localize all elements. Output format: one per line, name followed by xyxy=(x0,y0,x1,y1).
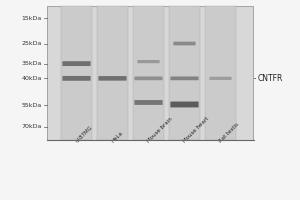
FancyBboxPatch shape xyxy=(62,76,91,81)
FancyBboxPatch shape xyxy=(170,76,199,80)
FancyBboxPatch shape xyxy=(209,77,232,80)
FancyBboxPatch shape xyxy=(170,102,199,107)
Text: 15kDa: 15kDa xyxy=(22,16,42,21)
Bar xyxy=(169,6,200,140)
Text: U-87MG: U-87MG xyxy=(74,125,94,144)
FancyBboxPatch shape xyxy=(98,76,127,81)
Text: 40kDa: 40kDa xyxy=(22,76,42,81)
Text: 35kDa: 35kDa xyxy=(22,61,42,66)
Text: 25kDa: 25kDa xyxy=(22,41,42,46)
FancyBboxPatch shape xyxy=(62,61,91,66)
Text: Mouse brain: Mouse brain xyxy=(146,117,174,144)
Text: 55kDa: 55kDa xyxy=(22,103,42,108)
Text: Rat testis: Rat testis xyxy=(218,122,240,144)
FancyBboxPatch shape xyxy=(134,100,163,105)
Bar xyxy=(46,6,253,140)
Bar xyxy=(61,6,92,140)
Bar xyxy=(97,6,128,140)
Text: Mouse heart: Mouse heart xyxy=(182,116,210,144)
FancyBboxPatch shape xyxy=(134,76,163,80)
FancyBboxPatch shape xyxy=(137,60,160,63)
Text: HeLa: HeLa xyxy=(110,131,124,144)
Bar xyxy=(133,6,164,140)
Bar xyxy=(205,6,236,140)
Text: CNTFR: CNTFR xyxy=(258,74,284,83)
Text: 70kDa: 70kDa xyxy=(22,124,42,129)
FancyBboxPatch shape xyxy=(173,42,196,45)
